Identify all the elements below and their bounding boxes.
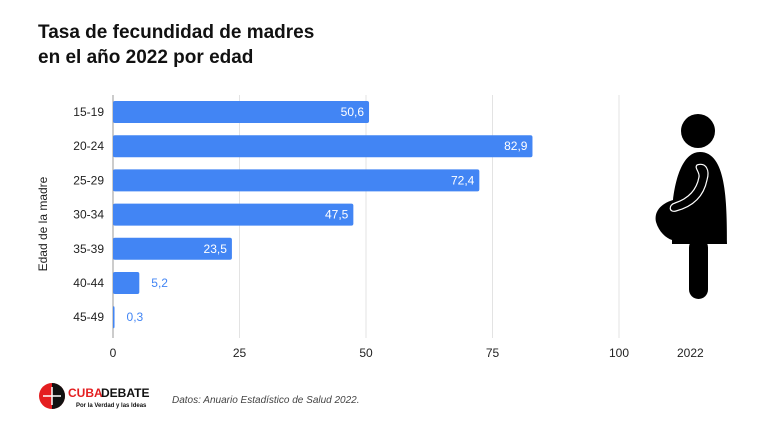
data-label: 0,3: [127, 310, 144, 324]
title-line-2: en el año 2022 por edad: [38, 47, 254, 68]
x-tick-label: 75: [486, 346, 500, 360]
chart-title: Tasa de fecundidad de madres en el año 2…: [38, 20, 314, 70]
svg-text:Por la Verdad y las Ideas: Por la Verdad y las Ideas: [76, 403, 147, 409]
title-line-1: Tasa de fecundidad de madres: [38, 22, 315, 43]
y-tick-label: 15-19: [73, 105, 104, 119]
svg-text:CUBA: CUBA: [68, 386, 103, 400]
source-note: Datos: Anuario Estadístico de Salud 2022…: [172, 395, 360, 406]
x-tick-label: 50: [359, 346, 373, 360]
y-tick-label: 25-29: [73, 173, 104, 187]
bar: [113, 101, 370, 123]
svg-text:DEBATE: DEBATE: [101, 386, 149, 400]
x-tick-label: 25: [233, 346, 247, 360]
data-label: 5,2: [151, 276, 168, 290]
pregnant-woman-icon: [655, 114, 727, 299]
bar: [113, 203, 354, 226]
data-label: 72,4: [451, 173, 475, 187]
bar: [113, 306, 115, 329]
cubadebate-logo: CUBA DEBATE Por la Verdad y las Ideas: [38, 382, 168, 417]
data-label: 23,5: [204, 242, 228, 256]
bar: [113, 237, 232, 260]
y-tick-label: 20-24: [73, 139, 104, 153]
data-label: 82,9: [504, 139, 528, 153]
bar: [113, 135, 533, 158]
y-tick-label: 35-39: [73, 242, 104, 256]
y-tick-label: 45-49: [73, 310, 104, 324]
bar: [113, 169, 480, 192]
bar: [113, 272, 140, 294]
x-tick-label: 100: [609, 346, 629, 360]
x-tick-label: 0: [110, 346, 117, 360]
series-label: 2022: [677, 346, 704, 360]
data-label: 50,6: [341, 105, 365, 119]
data-label: 47,5: [325, 208, 349, 222]
y-tick-label: 40-44: [73, 276, 104, 290]
y-tick-label: 30-34: [73, 208, 104, 222]
